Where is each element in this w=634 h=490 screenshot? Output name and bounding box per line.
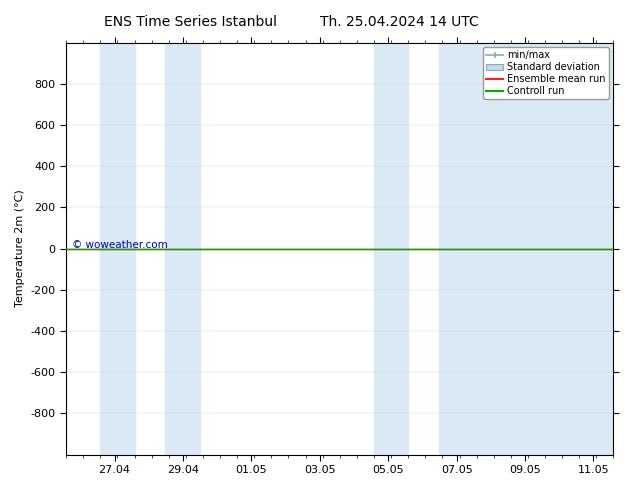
Text: ENS Time Series Istanbul: ENS Time Series Istanbul — [104, 15, 276, 29]
Y-axis label: Temperature 2m (°C): Temperature 2m (°C) — [15, 190, 25, 307]
Text: © woweather.com: © woweather.com — [72, 240, 167, 250]
Bar — [374, 43, 408, 455]
Legend: min/max, Standard deviation, Ensemble mean run, Controll run: min/max, Standard deviation, Ensemble me… — [483, 48, 609, 99]
Bar — [165, 43, 200, 455]
Bar — [100, 43, 134, 455]
Bar — [439, 43, 617, 455]
Text: Th. 25.04.2024 14 UTC: Th. 25.04.2024 14 UTC — [320, 15, 479, 29]
